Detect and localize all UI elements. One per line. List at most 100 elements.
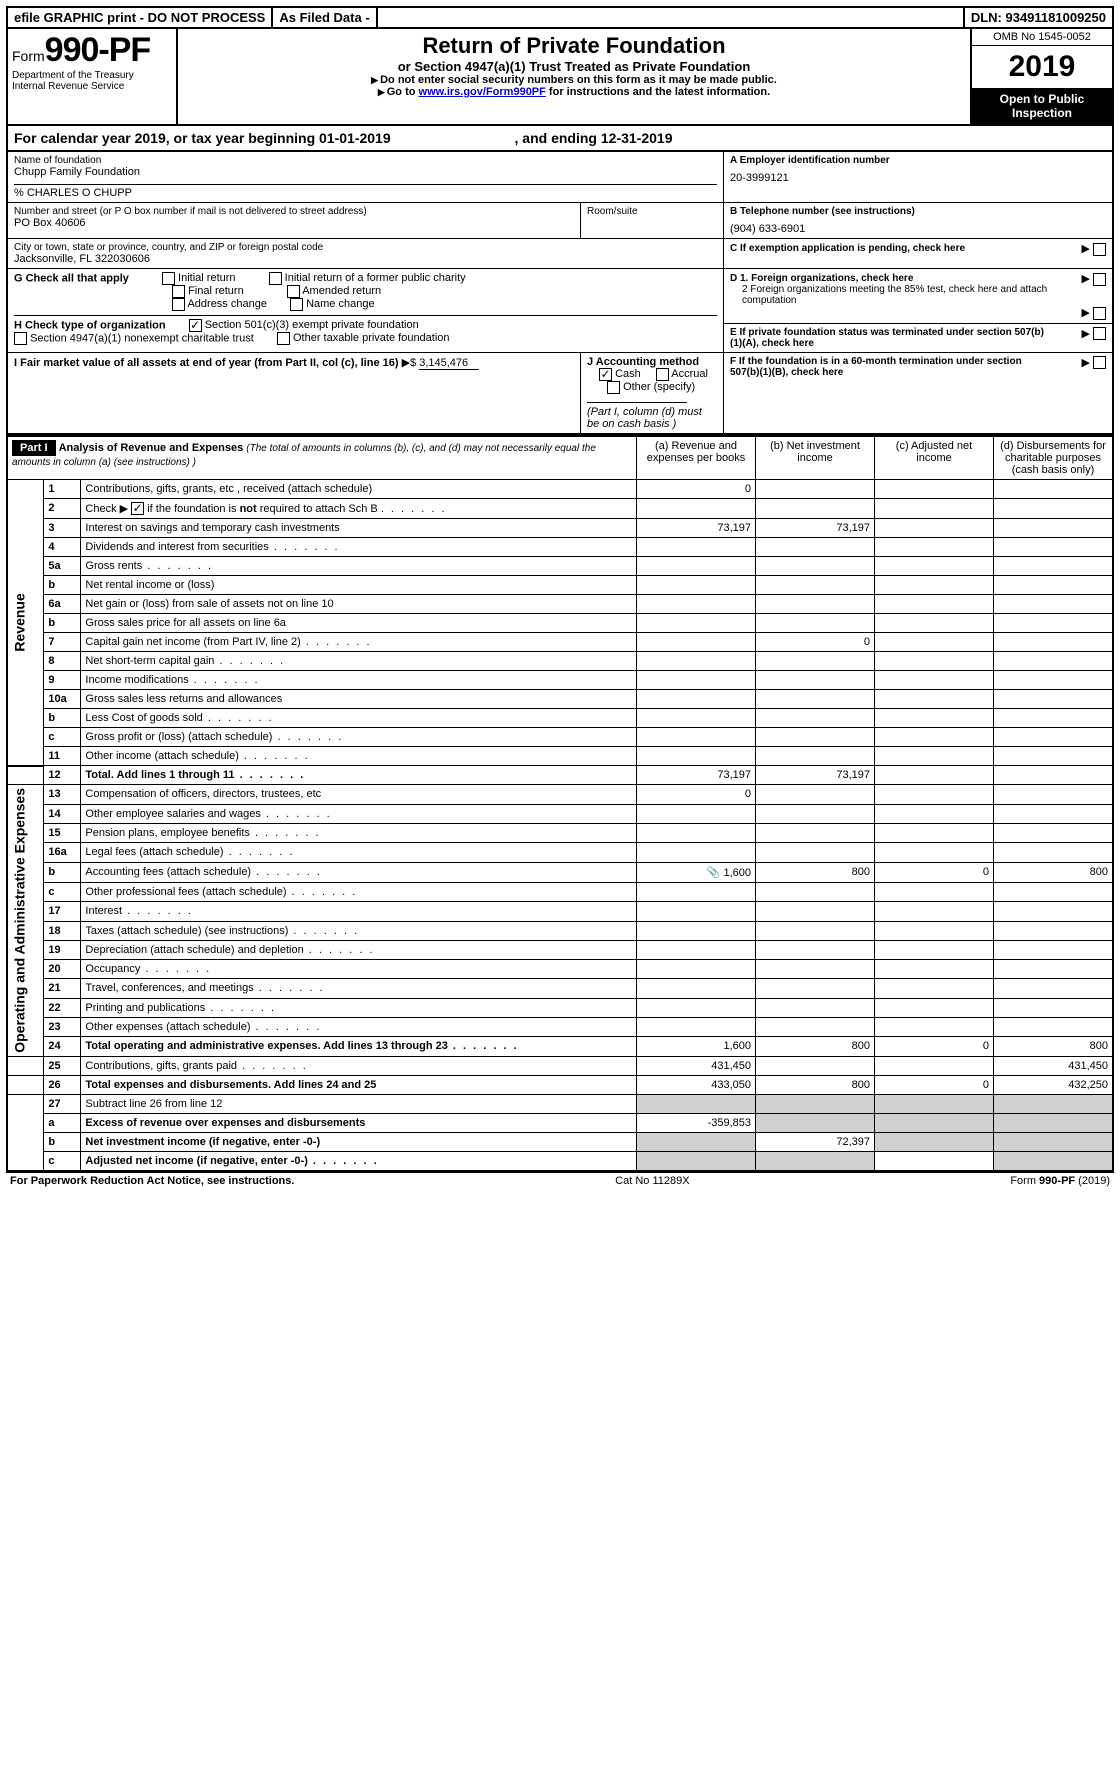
row-5b: Net rental income or (loss) <box>81 576 637 595</box>
col-b-header: (b) Net investment income <box>756 436 875 480</box>
g-address-change[interactable] <box>172 298 185 311</box>
irs-link[interactable]: www.irs.gov/Form990PF <box>419 86 546 98</box>
g-initial-former[interactable] <box>269 272 282 285</box>
part1-badge: Part I <box>12 440 56 456</box>
tel-label: B Telephone number (see instructions) <box>730 206 1106 217</box>
footer-mid: Cat No 11289X <box>615 1175 689 1187</box>
h-501c3[interactable]: ✓ <box>189 319 202 332</box>
tel-value: (904) 633-6901 <box>730 223 1106 235</box>
j-note: (Part I, column (d) must be on cash basi… <box>587 406 702 430</box>
calendar-year: For calendar year 2019, or tax year begi… <box>6 126 1114 151</box>
row-13: Compensation of officers, directors, tru… <box>81 785 637 804</box>
h-other-taxable[interactable] <box>277 332 290 345</box>
row-19: Depreciation (attach schedule) and deple… <box>81 940 637 959</box>
h-label: H Check type of organization <box>14 319 166 331</box>
form-number: Form990-PF <box>12 31 172 70</box>
i-label: I Fair market value of all assets at end… <box>14 357 402 369</box>
footer-left: For Paperwork Reduction Act Notice, see … <box>10 1175 294 1187</box>
g-name-change[interactable] <box>290 298 303 311</box>
form-header: Form990-PF Department of the Treasury In… <box>6 29 1114 126</box>
row-27a: Excess of revenue over expenses and disb… <box>81 1113 637 1132</box>
footer: For Paperwork Reduction Act Notice, see … <box>6 1172 1114 1189</box>
foundation-name: Chupp Family Foundation <box>14 166 717 178</box>
row-1: Contributions, gifts, grants, etc , rece… <box>81 479 637 498</box>
row-8: Net short-term capital gain <box>81 652 637 671</box>
room-label: Room/suite <box>587 206 717 217</box>
row-18: Taxes (attach schedule) (see instruction… <box>81 921 637 940</box>
note-1: Do not enter social security numbers on … <box>182 74 966 86</box>
d2-label: 2 Foreign organizations meeting the 85% … <box>730 284 1062 306</box>
e-label: E If private foundation status was termi… <box>730 327 1050 349</box>
irs-label: Internal Revenue Service <box>12 81 172 92</box>
spacer <box>378 8 963 27</box>
dln-value: 93491181009250 <box>1005 10 1106 25</box>
ein-value: 20-3999121 <box>730 172 1106 184</box>
row-27c: Adjusted net income (if negative, enter … <box>81 1151 637 1171</box>
g-label: G Check all that apply <box>14 272 129 284</box>
j-other[interactable] <box>607 381 620 394</box>
schb-checkbox[interactable]: ✓ <box>131 502 144 515</box>
entity-info-table: Name of foundation Chupp Family Foundati… <box>6 151 1114 435</box>
note-2: Go to www.irs.gov/Form990PF for instruct… <box>182 86 966 98</box>
row-17: Interest <box>81 902 637 921</box>
row-6b: Gross sales price for all assets on line… <box>81 614 637 633</box>
g-amended[interactable] <box>287 285 300 298</box>
expenses-side-label: Operating and Administrative Expenses <box>7 785 44 1057</box>
row-9: Income modifications <box>81 671 637 690</box>
addr-value: PO Box 40606 <box>14 217 574 229</box>
dln-label: DLN: <box>971 10 1002 25</box>
row-3: Interest on savings and temporary cash i… <box>81 519 637 538</box>
row-16c: Other professional fees (attach schedule… <box>81 882 637 901</box>
dept-label: Department of the Treasury <box>12 70 172 81</box>
name-label: Name of foundation <box>14 155 717 166</box>
g-final-return[interactable] <box>172 285 185 298</box>
part1-table: Part I Analysis of Revenue and Expenses … <box>6 435 1114 1172</box>
row-2: Check ▶ ✓ if the foundation is not requi… <box>81 498 637 519</box>
form-title: Return of Private Foundation <box>182 33 966 59</box>
attachment-icon[interactable]: 📎 <box>707 867 721 879</box>
row-21: Travel, conferences, and meetings <box>81 979 637 998</box>
asfiled-label: As Filed Data - <box>273 8 377 27</box>
city-label: City or town, state or province, country… <box>14 242 717 253</box>
ein-label: A Employer identification number <box>730 155 1106 166</box>
row-12: Total. Add lines 1 through 11 <box>81 766 637 785</box>
row-16b: Accounting fees (attach schedule) <box>81 862 637 882</box>
c-label: C If exemption application is pending, c… <box>730 243 965 254</box>
tax-year: 2019 <box>972 46 1112 88</box>
h-4947[interactable] <box>14 332 27 345</box>
header-right: OMB No 1545-0052 2019 Open to Public Ins… <box>970 29 1112 124</box>
f-label: F If the foundation is in a 60-month ter… <box>730 356 1050 378</box>
form-subtitle: or Section 4947(a)(1) Trust Treated as P… <box>182 59 966 74</box>
i-value: 3,145,476 <box>419 357 479 370</box>
header-center: Return of Private Foundation or Section … <box>178 29 970 124</box>
j-accrual[interactable] <box>656 368 669 381</box>
f-checkbox[interactable] <box>1093 356 1106 369</box>
d1-checkbox[interactable] <box>1093 273 1106 286</box>
open-inspection: Open to Public Inspection <box>972 88 1112 124</box>
j-cash[interactable]: ✓ <box>599 368 612 381</box>
row-25: Contributions, gifts, grants paid <box>81 1056 637 1075</box>
col-a-header: (a) Revenue and expenses per books <box>637 436 756 480</box>
row-26: Total expenses and disbursements. Add li… <box>81 1075 637 1094</box>
j-label: J Accounting method <box>587 356 699 368</box>
row-16a: Legal fees (attach schedule) <box>81 843 637 862</box>
row-20: Occupancy <box>81 960 637 979</box>
row-23: Other expenses (attach schedule) <box>81 1018 637 1037</box>
row-22: Printing and publications <box>81 998 637 1017</box>
row-11: Other income (attach schedule) <box>81 747 637 766</box>
row-4: Dividends and interest from securities <box>81 538 637 557</box>
top-bar: efile GRAPHIC print - DO NOT PROCESS As … <box>6 6 1114 29</box>
row-24: Total operating and administrative expen… <box>81 1037 637 1057</box>
g-initial-return[interactable] <box>162 272 175 285</box>
c-checkbox[interactable] <box>1093 243 1106 256</box>
col-c-header: (c) Adjusted net income <box>875 436 994 480</box>
e-checkbox[interactable] <box>1093 327 1106 340</box>
row-10c: Gross profit or (loss) (attach schedule) <box>81 728 637 747</box>
city-value: Jacksonville, FL 322030606 <box>14 253 717 265</box>
addr-label: Number and street (or P O box number if … <box>14 206 574 217</box>
row-15: Pension plans, employee benefits <box>81 823 637 842</box>
row-10b: Less Cost of goods sold <box>81 709 637 728</box>
footer-right: Form 990-PF (2019) <box>1010 1175 1110 1187</box>
row-7: Capital gain net income (from Part IV, l… <box>81 633 637 652</box>
d2-checkbox[interactable] <box>1093 307 1106 320</box>
